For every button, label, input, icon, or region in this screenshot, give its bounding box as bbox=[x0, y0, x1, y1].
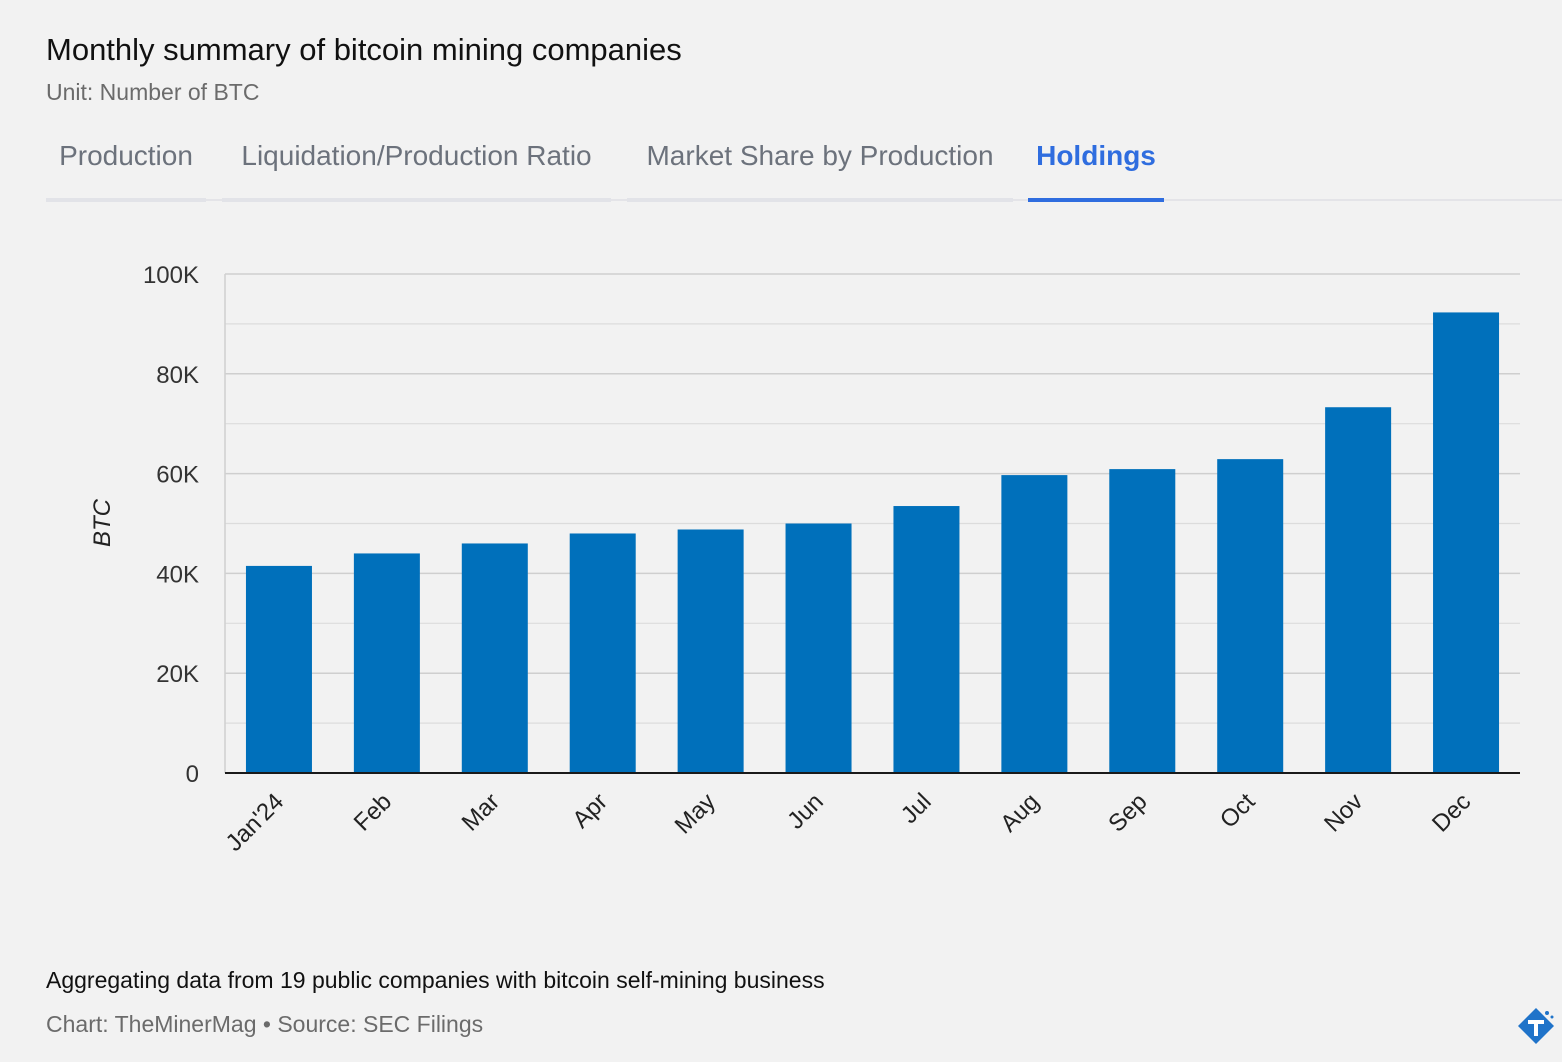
x-tick-label: Aug bbox=[995, 788, 1044, 837]
theminermag-logo-icon bbox=[1518, 1008, 1554, 1044]
bars bbox=[245, 312, 1500, 774]
x-tick-label: Jun bbox=[782, 788, 828, 834]
x-tick-label: Oct bbox=[1215, 788, 1261, 834]
x-tick-label: May bbox=[670, 788, 721, 839]
tab-market-share-by-production[interactable]: Market Share by Production bbox=[627, 130, 1013, 202]
y-tick-label: 80K bbox=[156, 362, 199, 389]
x-tick-label: Sep bbox=[1103, 788, 1152, 837]
x-tick-label: Mar bbox=[457, 788, 505, 836]
bar-6[interactable] bbox=[893, 506, 960, 773]
y-tick-label: 60K bbox=[156, 462, 199, 489]
bar-3[interactable] bbox=[569, 533, 636, 773]
bar-5[interactable] bbox=[785, 523, 852, 774]
x-tick-label: Feb bbox=[349, 788, 397, 836]
y-tick-label: 0 bbox=[186, 761, 199, 788]
tab-holdings[interactable]: Holdings bbox=[1028, 130, 1164, 202]
x-tick-label: Jul bbox=[896, 788, 937, 829]
y-tick-label: 40K bbox=[156, 561, 199, 588]
holdings-bar-chart: 0 20K 40K 60K 80K 100K Jan'24 Feb Mar Apr May Jun Ju… bbox=[89, 262, 1520, 857]
x-tick-label: Dec bbox=[1427, 788, 1476, 837]
grid-lines bbox=[225, 273, 1520, 724]
chart-title: Monthly summary of bitcoin mining compan… bbox=[46, 32, 682, 67]
tab-liquidation-production-ratio[interactable]: Liquidation/Production Ratio bbox=[222, 130, 611, 202]
y-axis-label: BTC bbox=[89, 498, 116, 547]
bar-11[interactable] bbox=[1433, 312, 1500, 773]
x-tick-label: Jan'24 bbox=[221, 788, 290, 857]
bar-8[interactable] bbox=[1109, 469, 1176, 773]
y-tick-label: 100K bbox=[143, 262, 199, 289]
footer-source: Chart: TheMinerMag • Source: SEC Filings bbox=[46, 1011, 484, 1037]
y-tick-label: 20K bbox=[156, 661, 199, 688]
bar-2[interactable] bbox=[461, 543, 528, 773]
bar-10[interactable] bbox=[1325, 407, 1392, 773]
chart-subtitle: Unit: Number of BTC bbox=[46, 79, 260, 105]
x-tick-label: Apr bbox=[567, 788, 613, 834]
footer-note: Aggregating data from 19 public companie… bbox=[46, 967, 825, 993]
x-tick-label: Nov bbox=[1319, 788, 1368, 837]
bar-1[interactable] bbox=[353, 553, 420, 773]
bar-7[interactable] bbox=[1001, 475, 1068, 773]
bar-9[interactable] bbox=[1217, 459, 1284, 773]
chart-tabs: Production Liquidation/Production Ratio … bbox=[46, 130, 1562, 202]
tab-production[interactable]: Production bbox=[46, 130, 206, 202]
bar-0[interactable] bbox=[245, 565, 312, 773]
bar-4[interactable] bbox=[677, 529, 744, 773]
